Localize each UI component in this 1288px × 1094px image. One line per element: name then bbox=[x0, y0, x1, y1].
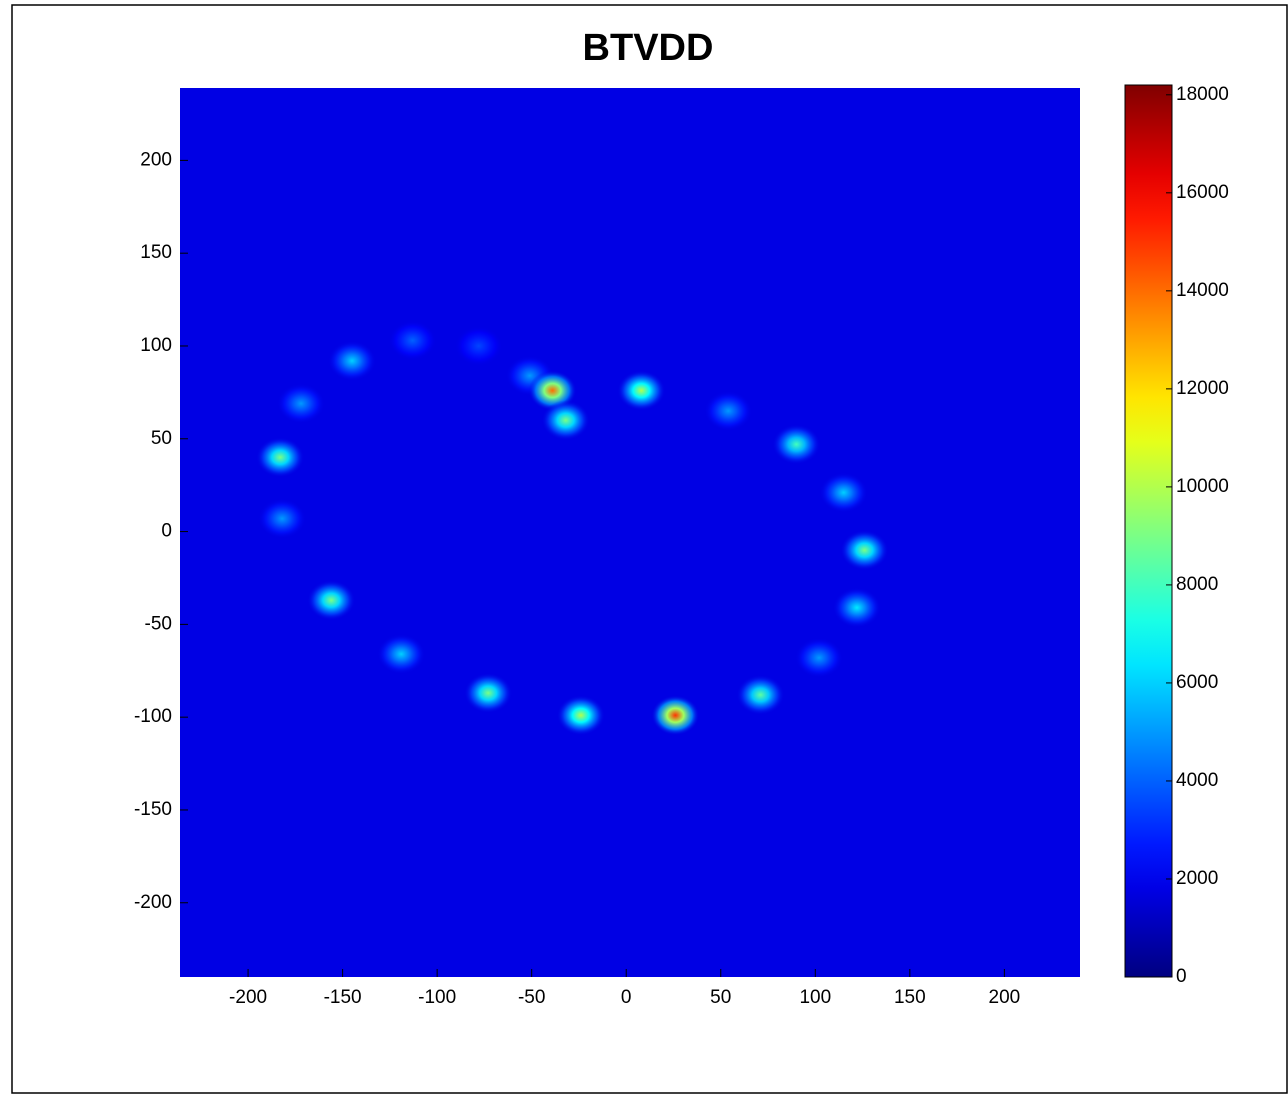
colorbar-tick-label: 12000 bbox=[1176, 378, 1229, 399]
heat-spot bbox=[377, 634, 426, 675]
colorbar-tick-label: 8000 bbox=[1176, 574, 1218, 595]
heat-spot bbox=[307, 580, 356, 621]
heat-spot bbox=[464, 673, 513, 714]
x-tick-label: 200 bbox=[989, 987, 1021, 1008]
colorbar-tick-label: 6000 bbox=[1176, 672, 1218, 693]
x-tick-label: 50 bbox=[710, 987, 731, 1008]
y-tick-label: 100 bbox=[140, 335, 172, 356]
heat-spot bbox=[736, 674, 785, 715]
y-tick-label: 0 bbox=[161, 521, 172, 542]
y-tick-label: -150 bbox=[134, 799, 172, 820]
heat-spot bbox=[277, 383, 326, 424]
colorbar-tick-label: 14000 bbox=[1176, 280, 1229, 301]
heat-spot bbox=[772, 424, 821, 465]
heat-spot bbox=[328, 340, 377, 381]
heat-spot bbox=[617, 370, 666, 411]
y-tick-label: 150 bbox=[140, 242, 172, 263]
heat-spot bbox=[832, 587, 881, 628]
colorbar-tick-label: 2000 bbox=[1176, 868, 1218, 889]
y-tick-label: 50 bbox=[151, 428, 172, 449]
colorbar-tick-label: 0 bbox=[1176, 966, 1187, 987]
colorbar-tick-label: 16000 bbox=[1176, 182, 1229, 203]
heat-spot bbox=[541, 400, 590, 441]
heat-spot bbox=[795, 637, 844, 678]
x-tick-label: 100 bbox=[799, 987, 831, 1008]
x-tick-label: -100 bbox=[418, 987, 456, 1008]
colorbar-tick-label: 18000 bbox=[1176, 84, 1229, 105]
y-tick-label: -200 bbox=[134, 892, 172, 913]
x-tick-label: -50 bbox=[518, 987, 545, 1008]
heat-spot bbox=[258, 498, 307, 539]
heat-spot bbox=[651, 695, 700, 736]
y-tick-label: -100 bbox=[134, 706, 172, 727]
heat-spot bbox=[256, 437, 305, 478]
x-tick-label: 0 bbox=[621, 987, 632, 1008]
x-tick-label: -150 bbox=[324, 987, 362, 1008]
heat-spot bbox=[704, 390, 753, 431]
colorbar-tick-label: 4000 bbox=[1176, 770, 1218, 791]
x-tick-label: 150 bbox=[894, 987, 926, 1008]
y-tick-label: 200 bbox=[140, 149, 172, 170]
heat-spot bbox=[819, 472, 868, 513]
y-tick-label: -50 bbox=[145, 613, 172, 634]
x-tick-label: -200 bbox=[229, 987, 267, 1008]
heat-spot bbox=[454, 325, 503, 366]
heatmap-background bbox=[180, 88, 1080, 977]
colorbar-tick-label: 10000 bbox=[1176, 476, 1229, 497]
colorbar bbox=[1124, 84, 1173, 978]
heat-spot bbox=[556, 695, 605, 736]
heat-spot bbox=[840, 530, 889, 571]
heat-spot bbox=[388, 320, 437, 361]
chart-title: BTVDD bbox=[583, 27, 714, 69]
